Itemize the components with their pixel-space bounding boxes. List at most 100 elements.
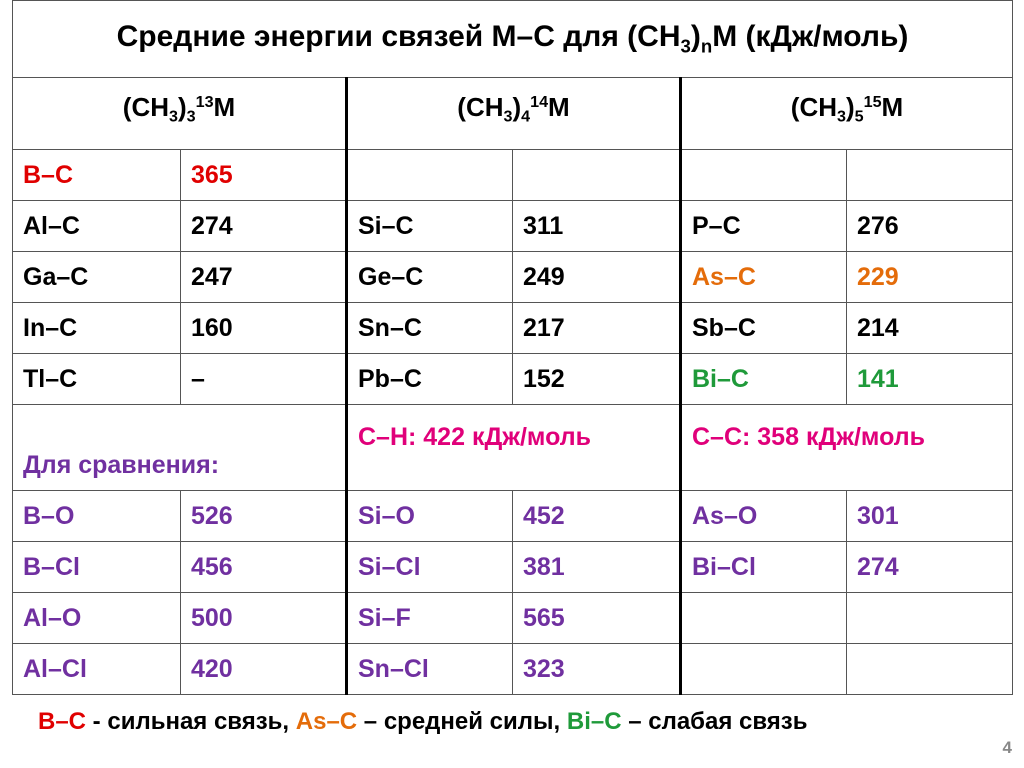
- bond-cell: Al–Cl: [12, 643, 181, 695]
- data-row: Al–O 500 Si–F 565: [12, 592, 1013, 644]
- value-cell: 452: [512, 490, 681, 542]
- header-row: (CH3)313M (CH3)414M (CH3)515M: [12, 77, 1013, 150]
- empty-cell: [679, 643, 847, 695]
- empty-cell: [846, 643, 1013, 695]
- header-part: 15: [863, 93, 882, 112]
- bond-cell: B–C: [12, 149, 181, 201]
- bond-cell: Ga–C: [12, 251, 181, 303]
- value-cell: 229: [846, 251, 1013, 303]
- value-cell: 152: [512, 353, 681, 405]
- footer-part: As–C: [295, 708, 358, 735]
- bond-cell: Si–C: [345, 200, 513, 252]
- data-row: Tl–C – Pb–C 152 Bi–C 141: [12, 353, 1013, 405]
- bond-cell: Al–O: [12, 592, 181, 644]
- header-part: (CH: [122, 92, 169, 122]
- value-cell: 311: [512, 200, 681, 252]
- value-cell: 420: [180, 643, 347, 695]
- header-part: 13: [195, 93, 214, 112]
- header-part: 3: [169, 107, 178, 126]
- bond-cell: Bi–C: [679, 353, 847, 405]
- bond-cell: As–O: [679, 490, 847, 542]
- header-part: 4: [521, 107, 531, 126]
- footer-part: – средней силы,: [357, 708, 567, 735]
- value-cell: 276: [846, 200, 1013, 252]
- data-row: In–C 160 Sn–C 217 Sb–C 214: [12, 302, 1013, 354]
- bond-cell: Sn–Cl: [345, 643, 513, 695]
- header-part: 3: [503, 107, 513, 126]
- header-part: ): [512, 92, 522, 122]
- value-cell: 214: [846, 302, 1013, 354]
- bond-cell: Sb–C: [679, 302, 847, 354]
- data-row: Al–C 274 Si–C 311 P–C 276: [12, 200, 1013, 252]
- footer: B–C - сильная связь, As–C – средней силы…: [38, 708, 808, 736]
- empty-cell: [679, 149, 847, 201]
- value-cell: 456: [180, 541, 347, 593]
- value-cell: 301: [846, 490, 1013, 542]
- bond-cell: B–Cl: [12, 541, 181, 593]
- title-sub: 3: [680, 35, 691, 57]
- header-cell: (CH3)515M: [679, 77, 1013, 150]
- title-text: M (кДж/моль): [712, 20, 909, 54]
- bond-cell: Pb–C: [345, 353, 513, 405]
- header-part: ): [845, 92, 855, 122]
- header-part: 3: [186, 107, 196, 126]
- bond-table: Средние энергии связей M–C для (CH3)nM (…: [12, 0, 1013, 695]
- bond-cell: In–C: [12, 302, 181, 354]
- value-cell: 323: [512, 643, 681, 695]
- value-cell: 249: [512, 251, 681, 303]
- empty-cell: [512, 149, 681, 201]
- comparison-note: C–C: 358 кДж/моль: [679, 404, 1013, 491]
- header-part: M: [881, 92, 904, 122]
- value-cell: 365: [180, 149, 347, 201]
- bond-cell: Si–F: [345, 592, 513, 644]
- header-part: M: [213, 92, 236, 122]
- value-cell: 247: [180, 251, 347, 303]
- value-cell: 160: [180, 302, 347, 354]
- empty-cell: [679, 592, 847, 644]
- value-cell: 141: [846, 353, 1013, 405]
- footer-part: Bi–C: [566, 708, 622, 735]
- data-row: B–O 526 Si–O 452 As–O 301: [12, 490, 1013, 542]
- empty-cell: [345, 149, 513, 201]
- data-row: Al–Cl 420 Sn–Cl 323: [12, 643, 1013, 695]
- bond-cell: Sn–C: [345, 302, 513, 354]
- title-sub: n: [700, 35, 713, 57]
- title: Средние энергии связей M–C для (CH3)nM (…: [12, 0, 1013, 78]
- bond-cell: Si–O: [345, 490, 513, 542]
- header-part: ): [177, 92, 187, 122]
- value-cell: 526: [180, 490, 347, 542]
- data-row: B–C 365: [12, 149, 1013, 201]
- bond-cell: P–C: [679, 200, 847, 252]
- bond-cell: Si–Cl: [345, 541, 513, 593]
- data-row: Ga–C 247 Ge–C 249 As–C 229: [12, 251, 1013, 303]
- header-part: M: [548, 92, 570, 122]
- value-cell: 217: [512, 302, 681, 354]
- header-part: (CH: [457, 92, 504, 122]
- comparison-note: C–H: 422 кДж/моль: [345, 404, 681, 491]
- bond-cell: As–C: [679, 251, 847, 303]
- title-text: Средние энергии связей M–C для (CH: [116, 20, 681, 54]
- comparison-row: Для сравнения: C–H: 422 кДж/моль C–C: 358 …: [12, 404, 1013, 491]
- title-text: ): [690, 20, 701, 54]
- footer-part: – слабая связь: [621, 708, 808, 735]
- value-cell: 274: [846, 541, 1013, 593]
- bond-cell: B–O: [12, 490, 181, 542]
- bond-cell: Ge–C: [345, 251, 513, 303]
- comparison-label: Для сравнения:: [12, 404, 347, 491]
- page-number: 4: [1002, 738, 1012, 757]
- bond-cell: Al–C: [12, 200, 181, 252]
- empty-cell: [846, 592, 1013, 644]
- value-cell: 274: [180, 200, 347, 252]
- header-part: (CH: [790, 92, 837, 122]
- bond-cell: Tl–C: [12, 353, 181, 405]
- data-row: B–Cl 456 Si–Cl 381 Bi–Cl 274: [12, 541, 1013, 593]
- empty-cell: [846, 149, 1013, 201]
- header-cell: (CH3)414M: [345, 77, 681, 150]
- footer-part: B–C: [38, 708, 87, 735]
- header-part: 3: [837, 107, 846, 126]
- footer-part: - сильная связь,: [86, 708, 296, 735]
- header-part: 14: [530, 93, 549, 112]
- value-cell: 381: [512, 541, 681, 593]
- value-cell: –: [180, 353, 347, 405]
